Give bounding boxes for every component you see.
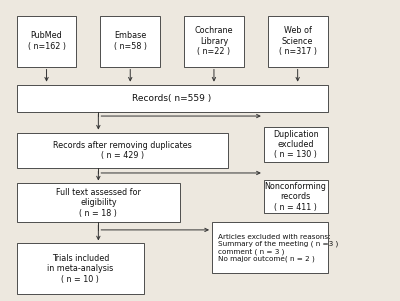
Text: Web of
Science
( n=317 ): Web of Science ( n=317 ) xyxy=(279,26,317,56)
FancyBboxPatch shape xyxy=(264,181,328,213)
Text: Records after removing duplicates
( n = 429 ): Records after removing duplicates ( n = … xyxy=(53,141,192,160)
Text: Cochrane
Library
( n=22 ): Cochrane Library ( n=22 ) xyxy=(195,26,233,56)
FancyBboxPatch shape xyxy=(268,16,328,67)
Text: PubMed
( n=162 ): PubMed ( n=162 ) xyxy=(28,31,66,51)
Text: Nonconforming
records
( n = 411 ): Nonconforming records ( n = 411 ) xyxy=(265,182,327,212)
FancyBboxPatch shape xyxy=(17,183,180,222)
Text: Records( n=559 ): Records( n=559 ) xyxy=(132,94,212,103)
Text: Duplication
excluded
( n = 130 ): Duplication excluded ( n = 130 ) xyxy=(273,130,318,160)
Text: Full text assessed for
eligibility
( n = 18 ): Full text assessed for eligibility ( n =… xyxy=(56,188,141,218)
FancyBboxPatch shape xyxy=(17,132,228,169)
Text: Embase
( n=58 ): Embase ( n=58 ) xyxy=(114,31,147,51)
Text: Trials included
in meta-analysis
( n = 10 ): Trials included in meta-analysis ( n = 1… xyxy=(47,254,114,284)
Text: Articles excluded with reasons:
Summary of the meeting ( n =3 )
comment ( n = 3 : Articles excluded with reasons: Summary … xyxy=(218,234,338,262)
FancyBboxPatch shape xyxy=(212,222,328,273)
FancyBboxPatch shape xyxy=(184,16,244,67)
FancyBboxPatch shape xyxy=(17,85,328,112)
FancyBboxPatch shape xyxy=(17,244,144,294)
FancyBboxPatch shape xyxy=(264,126,328,163)
FancyBboxPatch shape xyxy=(17,16,76,67)
FancyBboxPatch shape xyxy=(100,16,160,67)
